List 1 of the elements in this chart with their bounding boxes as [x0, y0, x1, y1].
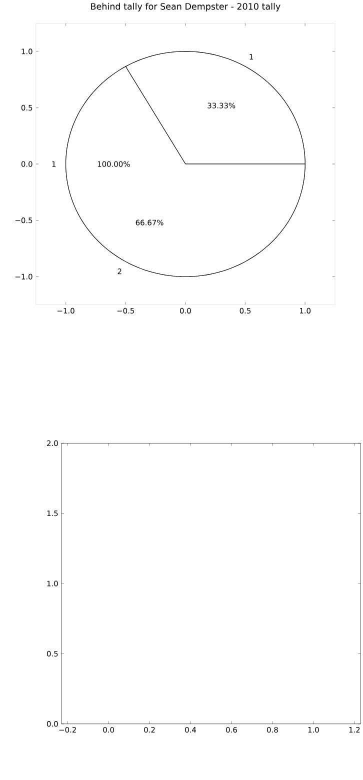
- chart-title: Behind tally for Sean Dempster - 2010 tally: [90, 2, 280, 12]
